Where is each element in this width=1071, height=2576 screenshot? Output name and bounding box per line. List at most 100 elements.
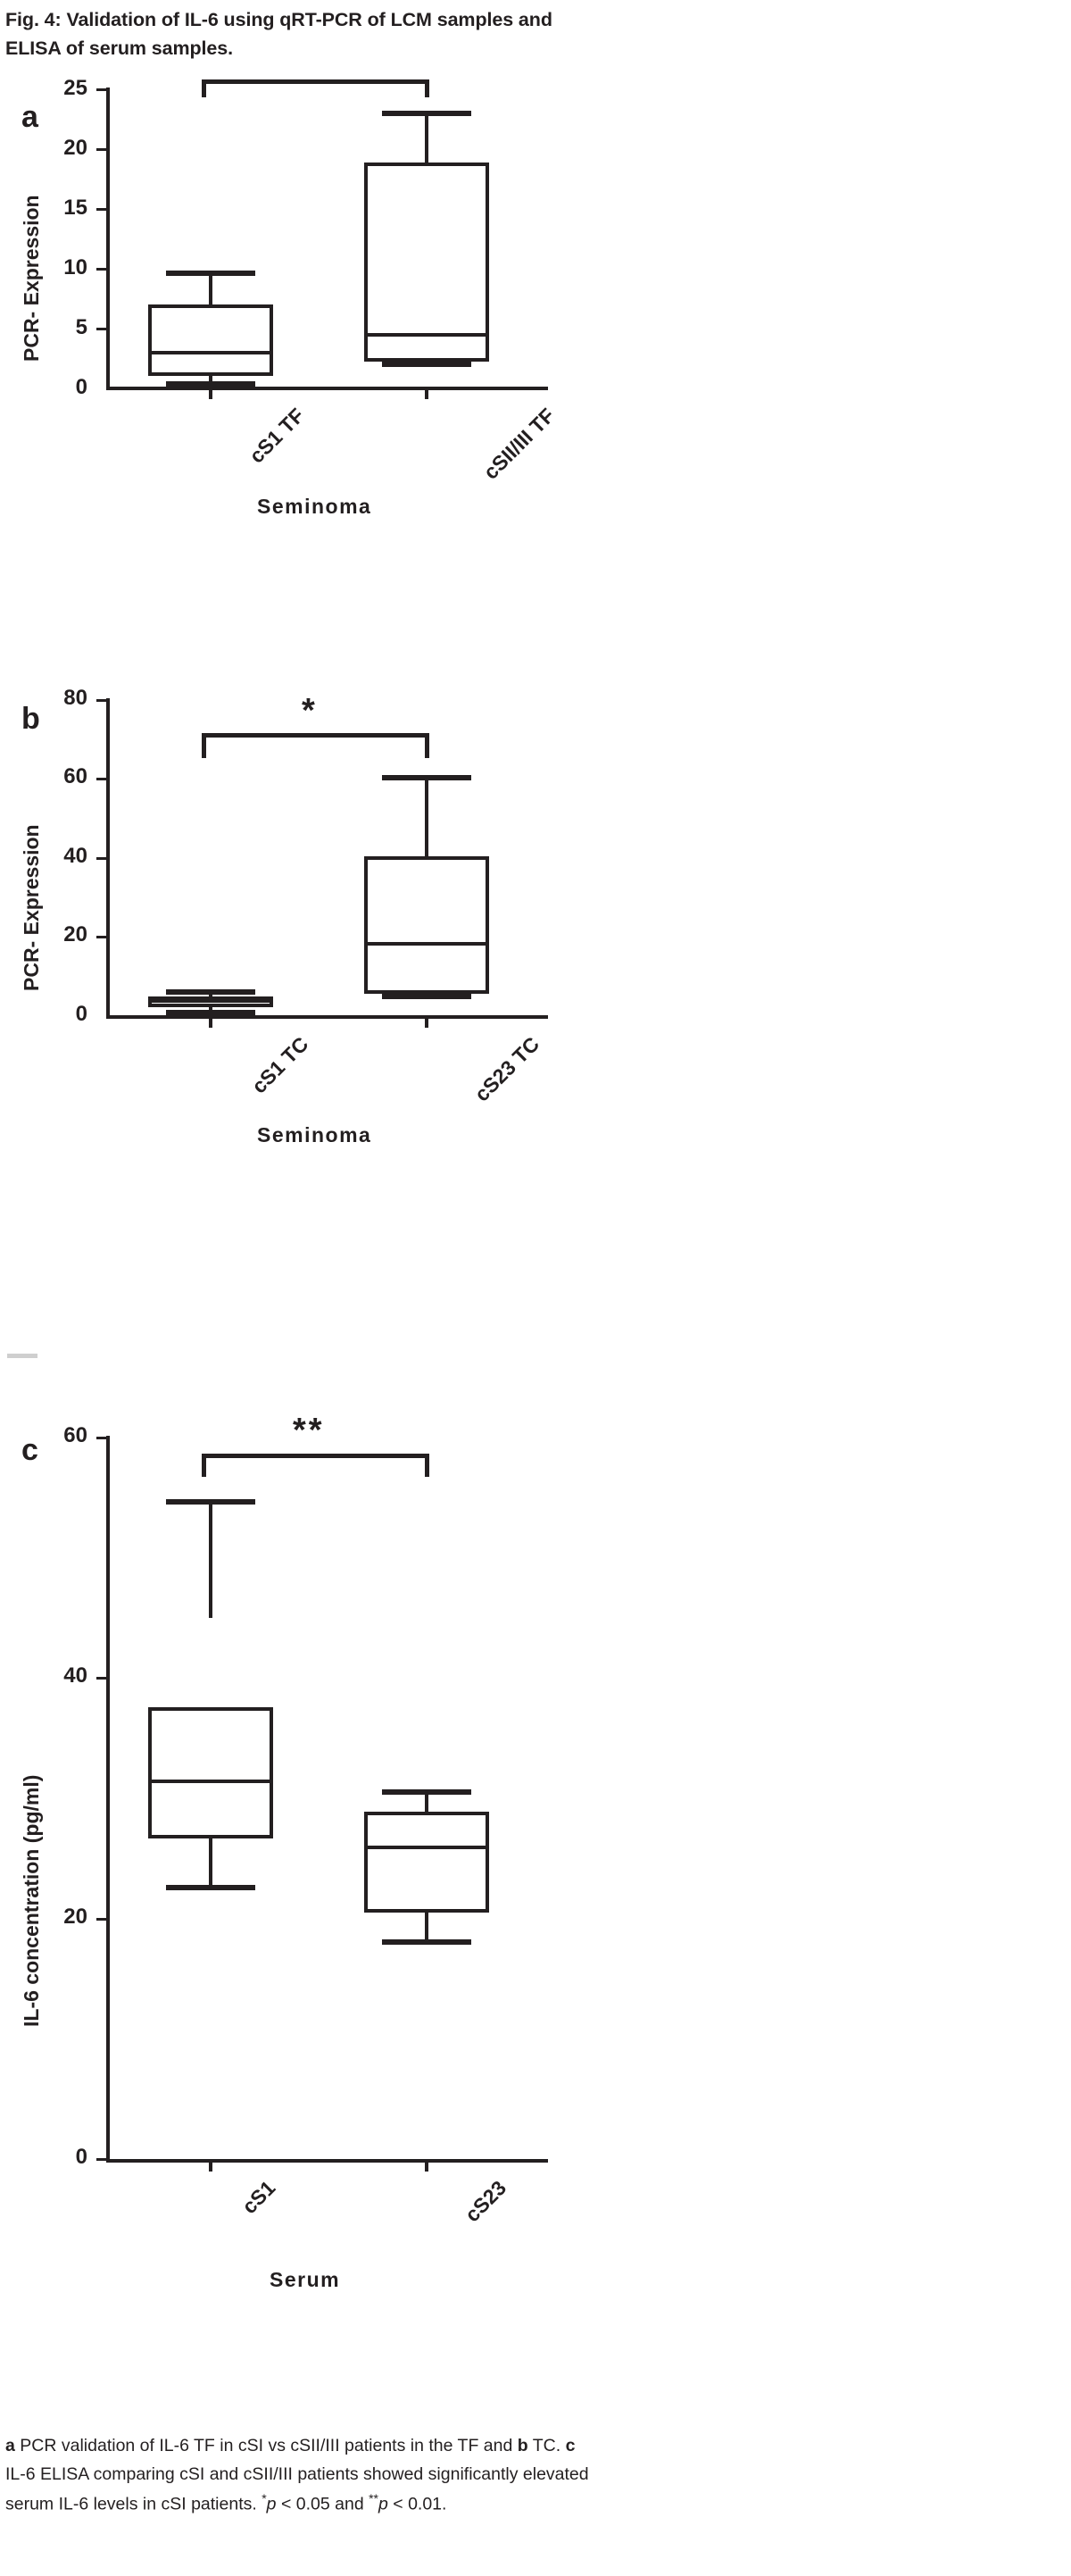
panel-c-box1-median <box>148 1780 273 1783</box>
panel-b-category-label-2: cS23 TC <box>469 1032 544 1106</box>
panel-c-xtick-2 <box>425 2159 428 2172</box>
panel-c: c 60 40 20 0 IL-6 concentration (pg/ml) … <box>0 1411 607 2429</box>
panel-a-category-label-2: cSII/III TF <box>478 404 560 484</box>
panel-b-ytick-label-40: 40 <box>63 844 87 868</box>
panel-a-ytick-10 <box>96 268 108 271</box>
panel-b-box1-upper-whisker <box>209 989 212 996</box>
caption-a-marker: a <box>5 2436 15 2455</box>
panel-b-x-axis-label: Seminoma <box>257 1123 372 1146</box>
panel-c-box1-lower-whisker <box>209 1838 212 1885</box>
figure-title: Fig. 4: Validation of IL-6 using qRT-PCR… <box>5 9 552 60</box>
panel-a-y-axis-label: PCR- Expression <box>20 195 43 362</box>
panel-c-box2-lower-whisker <box>425 1913 428 1939</box>
panel-b-ytick-80 <box>96 699 108 702</box>
panel-b-ytick-label-20: 20 <box>63 922 87 946</box>
panel-a-box2-rect <box>364 163 489 362</box>
scan-artifact <box>7 1354 37 1358</box>
panel-c-x-axis-label: Serum <box>270 2268 341 2291</box>
panel-a-box2-lower-cap <box>382 362 471 367</box>
panel-c-box1-rect <box>148 1707 273 1838</box>
caption-p-value-2: < 0.01. <box>387 2494 447 2514</box>
panel-a-ytick-label-0: 0 <box>75 375 87 399</box>
panel-a-ytick-5 <box>96 328 108 330</box>
panel-b-ytick-label-80: 80 <box>63 686 87 710</box>
panel-b-box2-upper-whisker <box>425 775 428 856</box>
panel-a-letter: a <box>21 100 38 134</box>
panel-a-ytick-25 <box>96 88 108 91</box>
panel-b-category-label-1: cS1 TC <box>246 1032 313 1098</box>
panel-a-ytick-label-10: 10 <box>63 255 87 279</box>
panel-c-category-label-2: cS23 <box>460 2176 511 2227</box>
panel-a-significance-bar <box>202 79 429 84</box>
panel-a-significance-leg-right <box>425 79 429 97</box>
panel-c-ytick-20 <box>96 1918 108 1921</box>
panel-b-y-axis <box>106 698 110 1015</box>
caption-c-text: IL-6 ELISA comparing cSI and cSII/III pa… <box>5 2463 589 2514</box>
panel-b-box2-median <box>364 942 489 946</box>
panel-a-x-axis <box>106 387 548 390</box>
panel-b-box2-lower-cap <box>382 994 471 999</box>
caption-star-double: ** <box>369 2491 378 2506</box>
panel-a-ytick-label-25: 25 <box>63 76 87 100</box>
panel-b-box1-lower-cap <box>166 1010 255 1015</box>
panel-b-ytick-label-60: 60 <box>63 764 87 788</box>
panel-c-box1-lower-cap <box>166 1885 255 1890</box>
panel-a-box2-median <box>364 333 489 337</box>
caption-p-value-1: < 0.05 and <box>276 2494 369 2514</box>
panel-c-box2-median <box>364 1846 489 1849</box>
panel-a-ytick-20 <box>96 148 108 151</box>
panel-a-box1-upper-whisker <box>209 271 212 304</box>
panel-c-y-axis-label: IL-6 concentration (pg/ml) <box>20 1774 43 2027</box>
panel-c-category-label-1: cS1 <box>237 2176 280 2219</box>
panel-c-ytick-label-20: 20 <box>63 1905 87 1929</box>
panel-a-x-axis-label: Seminoma <box>257 495 372 518</box>
caption-b-marker: b <box>517 2436 528 2455</box>
panel-c-ytick-label-0: 0 <box>75 2145 87 2169</box>
panel-c-significance-leg-left <box>202 1454 206 1477</box>
panel-b-significance-leg-right <box>425 733 429 758</box>
panel-b-xtick-2 <box>425 1015 428 1028</box>
caption-a-text: PCR validation of IL-6 TF in cSI vs cSII… <box>14 2436 518 2455</box>
panel-a-box2-upper-whisker <box>425 111 428 163</box>
panel-b-y-axis-label: PCR- Expression <box>20 824 43 991</box>
panel-a-ytick-label-15: 15 <box>63 196 87 220</box>
panel-c-significance-bar <box>202 1454 429 1458</box>
panel-b-ytick-20 <box>96 936 108 938</box>
panel-c-ytick-label-40: 40 <box>63 1663 87 1688</box>
panel-c-box1-upper-whisker <box>209 1499 212 1618</box>
panel-c-letter: c <box>21 1433 38 1467</box>
panel-c-ytick-0 <box>96 2158 108 2161</box>
panel-c-box2-lower-cap <box>382 1939 471 1945</box>
panel-a-y-axis <box>106 88 110 387</box>
panel-c-significance-leg-right <box>425 1454 429 1477</box>
panel-c-box2-upper-whisker <box>425 1789 428 1812</box>
panel-c-significance-label: ** <box>293 1412 325 1449</box>
panel-a-category-label-1: cS1 TF <box>245 404 309 468</box>
panel-b-x-axis <box>106 1015 548 1019</box>
panel-b-significance-label: * <box>302 692 318 729</box>
panel-a-significance-leg-left <box>202 79 206 97</box>
caption-star-single: * <box>262 2491 267 2506</box>
panel-b-significance-bar <box>202 733 429 738</box>
caption-c-marker: c <box>565 2436 576 2455</box>
panel-b: b 80 60 40 20 0 PCR- Expression * cS1 TC… <box>0 686 607 1357</box>
panel-b-letter: b <box>21 702 40 736</box>
panel-c-y-axis <box>106 1436 110 2159</box>
panel-b-significance-leg-left <box>202 733 206 758</box>
panel-b-box1-lower-whisker <box>209 1007 212 1011</box>
panel-a-ytick-15 <box>96 208 108 211</box>
panel-a-ytick-label-5: 5 <box>75 315 87 339</box>
panel-c-ytick-40 <box>96 1677 108 1680</box>
panel-a-box1-median <box>148 351 273 354</box>
panel-b-ytick-40 <box>96 857 108 860</box>
caption-b-text: TC. <box>527 2436 566 2455</box>
panel-c-ytick-60 <box>96 1437 108 1439</box>
panel-a-ytick-label-20: 20 <box>63 136 87 160</box>
panel-c-box2-rect <box>364 1812 489 1913</box>
figure-caption: a PCR validation of IL-6 TF in cSI vs cS… <box>5 2432 594 2519</box>
panel-b-box2-rect <box>364 856 489 994</box>
panel-a-xtick-2 <box>425 387 428 399</box>
panel-b-xtick-1 <box>209 1015 212 1028</box>
panel-b-ytick-label-0: 0 <box>75 1002 87 1026</box>
panel-b-ytick-60 <box>96 778 108 780</box>
